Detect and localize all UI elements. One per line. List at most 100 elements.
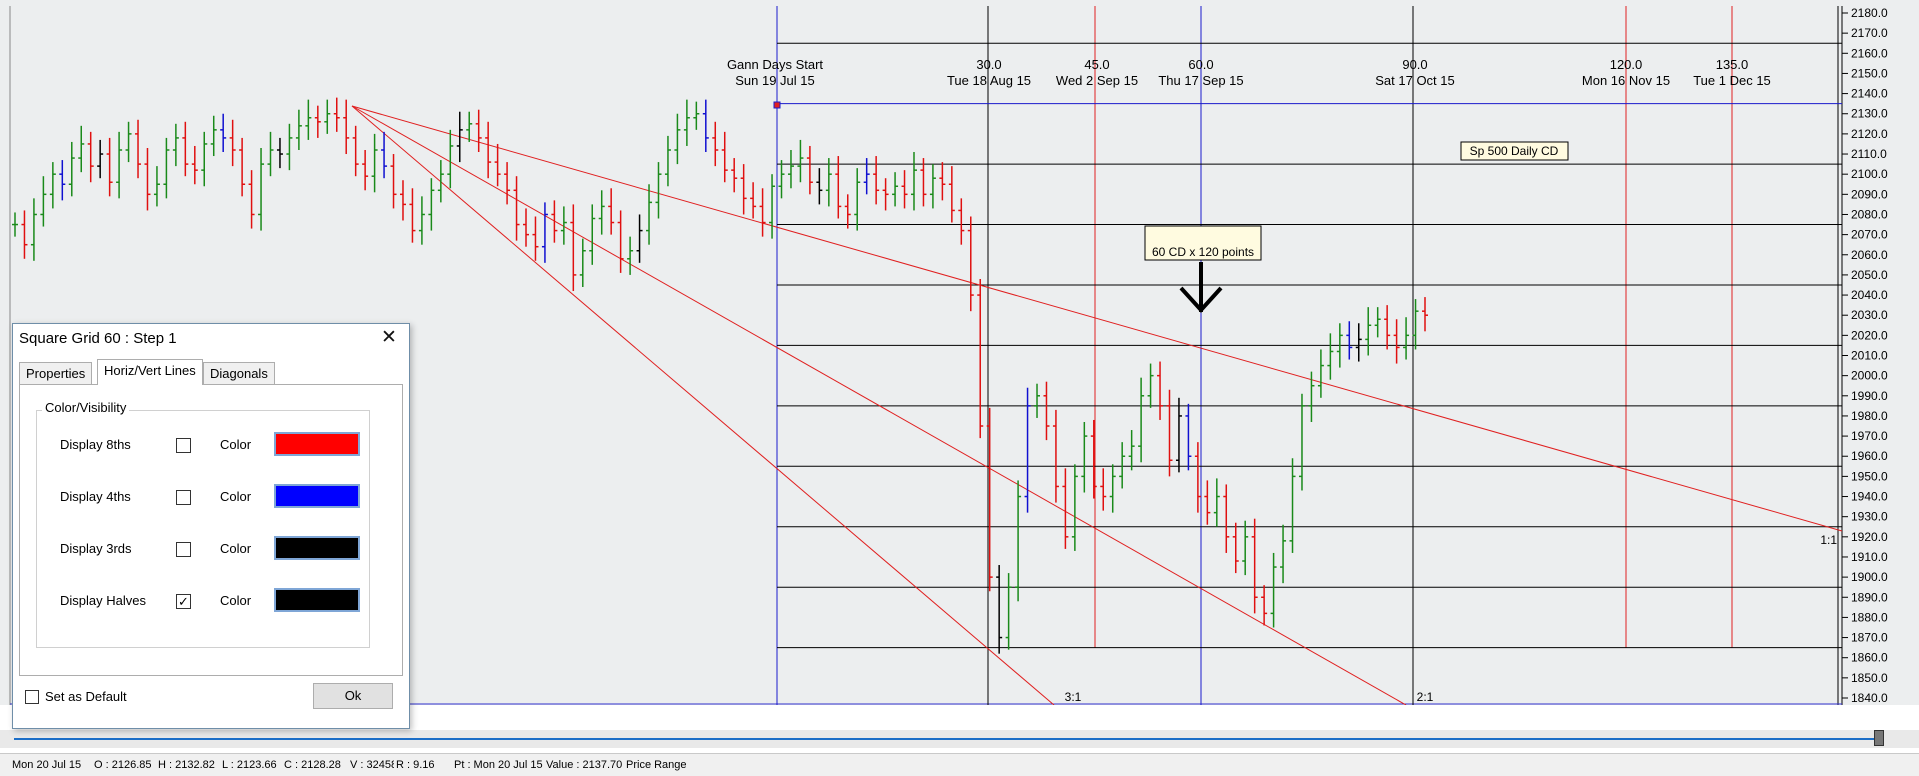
display-4ths-label: Display 4ths: [60, 489, 131, 504]
gann-day-date: Wed 2 Sep 15: [1056, 73, 1138, 88]
fan-label-1x1: 1:1: [1820, 533, 1837, 547]
y-tick-label: 1870.0: [1851, 631, 1888, 645]
dialog-title: Square Grid 60 : Step 1: [19, 330, 177, 347]
tab-horiz-vert-lines[interactable]: Horiz/Vert Lines: [97, 359, 203, 385]
color-label: Color: [220, 541, 252, 556]
set-as-default-label: Set as Default: [45, 689, 127, 704]
y-tick-label: 2000.0: [1851, 369, 1888, 383]
y-tick-label: 1880.0: [1851, 610, 1888, 624]
status-value: Value : 2137.70: [546, 759, 623, 771]
y-tick-label: 2010.0: [1851, 349, 1888, 363]
y-tick-label: 2040.0: [1851, 288, 1888, 302]
annotation-text: 60 CD x 120 points: [1152, 245, 1254, 259]
gann-day-date: Thu 17 Sep 15: [1158, 73, 1243, 88]
y-tick-label: 2070.0: [1851, 228, 1888, 242]
scrollbar-track[interactable]: [14, 738, 1884, 740]
y-tick-label: 2080.0: [1851, 207, 1888, 221]
annotation-box: [1144, 225, 1262, 261]
horizontal-scrollbar[interactable]: [0, 730, 1919, 748]
fan-label-2x1: 2:1: [1417, 690, 1434, 704]
gann-day-date: Tue 18 Aug 15: [947, 73, 1031, 88]
chart-title: Sp 500 Daily CD: [1470, 144, 1559, 158]
close-icon[interactable]: ✕: [381, 327, 397, 348]
status-open: O : 2126.85: [94, 759, 152, 771]
y-tick-label: 1960.0: [1851, 449, 1888, 463]
color-swatch-8ths[interactable]: [274, 432, 360, 456]
display-8ths-checkbox[interactable]: [176, 438, 191, 453]
gann-day-label: 30.0: [976, 57, 1001, 72]
status-pointer: Pt : Mon 20 Jul 15: [454, 759, 543, 771]
status-date: Mon 20 Jul 15: [12, 759, 82, 771]
status-mode: Price Range: [626, 759, 687, 771]
gann-day-label: Gann Days Start: [727, 57, 823, 72]
display-3rds-label: Display 3rds: [60, 541, 132, 556]
status-low: L : 2123.66: [222, 759, 277, 771]
display-3rds-checkbox[interactable]: [176, 542, 191, 557]
gann-day-date: Mon 16 Nov 15: [1582, 73, 1670, 88]
tab-properties[interactable]: Properties: [19, 362, 93, 384]
y-tick-label: 2060.0: [1851, 248, 1888, 262]
gann-day-date: Sun 19 Jul 15: [735, 73, 815, 88]
color-visibility-group: [36, 410, 370, 648]
color-label: Color: [220, 489, 252, 504]
fan-label-3x1: 3:1: [1065, 690, 1082, 704]
y-tick-label: 2100.0: [1851, 167, 1888, 181]
y-tick-label: 2170.0: [1851, 26, 1888, 40]
y-tick-label: 1980.0: [1851, 409, 1888, 423]
scrollbar-thumb[interactable]: [1874, 730, 1884, 746]
y-tick-label: 2030.0: [1851, 308, 1888, 322]
gann-day-date: Sat 17 Oct 15: [1375, 73, 1455, 88]
group-label: Color/Visibility: [42, 400, 130, 415]
color-label: Color: [220, 593, 252, 608]
y-tick-label: 1860.0: [1851, 651, 1888, 665]
y-tick-label: 1850.0: [1851, 671, 1888, 685]
gann-fan-2x1: [351, 105, 1407, 705]
gann-day-label: 135.0: [1716, 57, 1749, 72]
display-8ths-label: Display 8ths: [60, 437, 131, 452]
gann-day-date: Tue 1 Dec 15: [1693, 73, 1771, 88]
y-tick-label: 1950.0: [1851, 469, 1888, 483]
y-tick-label: 1970.0: [1851, 429, 1888, 443]
square-grid-dialog[interactable]: Square Grid 60 : Step 1 ✕ Properties Hor…: [12, 323, 410, 729]
y-tick-label: 2130.0: [1851, 107, 1888, 121]
gann-day-label: 60.0: [1188, 57, 1213, 72]
y-tick-label: 1900.0: [1851, 570, 1888, 584]
status-high: H : 2132.82: [158, 759, 215, 771]
y-tick-label: 1940.0: [1851, 490, 1888, 504]
y-tick-label: 2160.0: [1851, 46, 1888, 60]
color-swatch-3rds[interactable]: [274, 536, 360, 560]
chart-title-box: [1460, 141, 1569, 161]
y-tick-label: 2180.0: [1851, 6, 1888, 20]
tab-diagonals[interactable]: Diagonals: [203, 362, 275, 384]
y-tick-label: 1910.0: [1851, 550, 1888, 564]
status-volume: V : 3245870: [350, 759, 394, 771]
y-tick-label: 2120.0: [1851, 127, 1888, 141]
status-range: R : 9.16: [396, 759, 435, 771]
display-halves-checkbox[interactable]: ✓: [176, 594, 191, 609]
color-swatch-halves[interactable]: [274, 588, 360, 612]
tab-panel: Color/Visibility Display 8ths Color Disp…: [19, 384, 403, 676]
y-tick-label: 1930.0: [1851, 510, 1888, 524]
price-chart[interactable]: 2180.0 2170.0 2160.0 2150.0 2140.0 2130.0 2120…: [0, 0, 1919, 705]
gann-day-label: 90.0: [1402, 57, 1427, 72]
y-tick-label: 1920.0: [1851, 530, 1888, 544]
gann-day-label: 45.0: [1084, 57, 1109, 72]
y-tick-label: 2020.0: [1851, 328, 1888, 342]
set-as-default-checkbox[interactable]: [25, 690, 39, 704]
y-tick-label: 2150.0: [1851, 66, 1888, 80]
status-close: C : 2128.28: [284, 759, 341, 771]
y-tick-label: 2140.0: [1851, 87, 1888, 101]
display-4ths-checkbox[interactable]: [176, 490, 191, 505]
gann-day-label: 120.0: [1610, 57, 1643, 72]
y-tick-label: 2050.0: [1851, 268, 1888, 282]
status-bar: Mon 20 Jul 15 O : 2126.85 H : 2132.82 L …: [0, 753, 1919, 776]
down-arrow-icon-head: [1179, 286, 1223, 313]
gann-fan-1x1: [351, 105, 1843, 532]
y-tick-label: 2110.0: [1851, 147, 1887, 161]
color-label: Color: [220, 437, 252, 452]
color-swatch-4ths[interactable]: [274, 484, 360, 508]
y-tick-label: 1890.0: [1851, 590, 1888, 604]
y-tick-label: 1990.0: [1851, 389, 1888, 403]
gann-start-marker: [773, 101, 781, 109]
ok-button[interactable]: Ok: [313, 683, 393, 709]
